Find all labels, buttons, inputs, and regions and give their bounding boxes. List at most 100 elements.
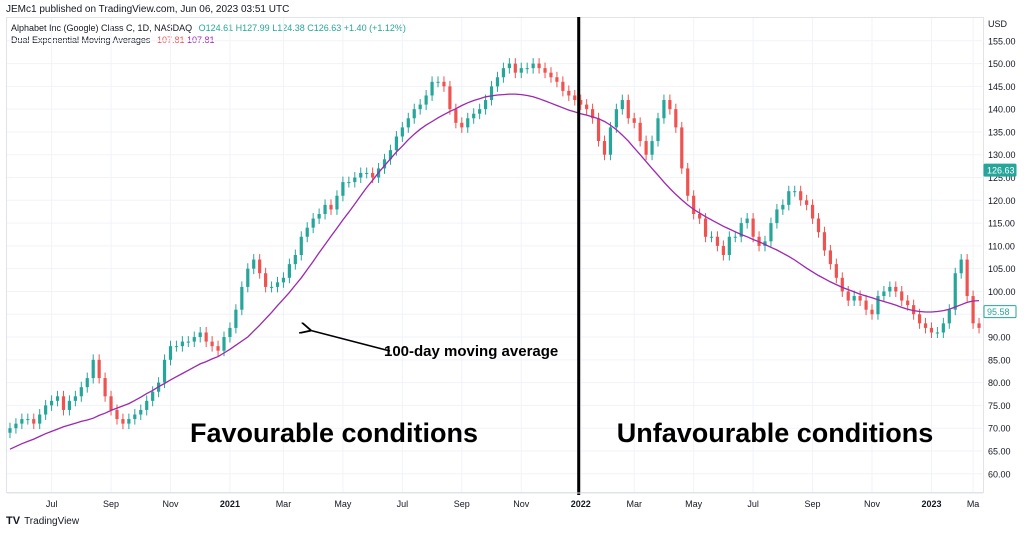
y-tick-label: 140.00 [988,105,1016,115]
y-tick-label: 145.00 [988,82,1016,92]
candle-body [923,323,928,328]
candle-body [258,259,262,274]
y-tick-label: 110.00 [988,241,1015,251]
candle-body [85,378,89,388]
candle-body [394,136,399,151]
candle-body [888,286,892,292]
candle-body [650,141,654,155]
y-tick-label: 125.00 [988,173,1016,183]
candle-body [180,341,184,347]
candle-body [894,286,898,292]
candle-body [353,177,357,183]
candle-body [174,346,179,348]
candle-body [145,400,149,410]
candle-body [602,141,607,155]
candle-body [299,236,303,255]
candle-body [769,223,773,242]
candle-body [674,109,678,128]
candle-body [870,309,874,315]
candle-body [151,391,155,401]
candle-body [513,63,517,73]
candle-body [864,300,868,310]
candle-body [430,81,434,96]
x-tick-label: Sep [454,499,470,509]
candle-body [507,63,511,69]
candle-body [585,104,589,110]
candle-body [525,68,529,70]
candle-body [466,118,470,128]
candle-body [858,296,862,301]
candle-body [953,273,957,310]
candle-body [763,241,767,246]
candle-body [20,419,24,424]
candle-body [703,218,708,237]
candle-body [965,259,969,297]
candle-body [608,127,613,155]
candle-body [549,72,553,78]
candle-body [971,296,975,324]
open-value: O124.61 [198,23,234,33]
price-label: 126.63 [987,166,1015,176]
candle-body [977,323,981,328]
candle-body [662,100,666,119]
candle-body [579,100,583,105]
candle-body [935,332,940,334]
x-tick-label: Ma [967,499,980,509]
candle-body [567,90,571,96]
candle-body [460,122,464,128]
y-tick-label: 130.00 [988,150,1016,160]
currency-label: USD [988,19,1008,29]
annotation-arrow [309,330,391,352]
candle-body [846,291,850,301]
candle-body [632,118,636,123]
candle-body [412,109,416,119]
candle-body [371,172,375,178]
candle-body [91,359,95,379]
candle-body [561,81,565,91]
candle-body [454,109,458,123]
candle-body [537,63,541,69]
candle-body [121,419,125,424]
y-tick-label: 105.00 [988,264,1016,274]
x-tick-label: May [685,499,703,509]
candle-body [638,122,642,142]
candle-body [240,286,244,310]
y-tick-label: 150.00 [988,59,1016,69]
candle-body [573,95,577,101]
candle-body [55,396,60,401]
x-tick-label: Mar [626,499,642,509]
y-tick-label: 135.00 [988,127,1016,137]
candle-body [67,400,72,410]
candle-body [198,332,202,338]
candle-body [8,428,12,433]
candle-body [941,323,945,333]
candle-body [959,259,963,274]
candle-body [531,63,535,69]
candle-body [501,68,506,78]
candle-body [418,104,422,110]
candle-body [721,245,725,255]
candle-body [115,409,119,420]
candle-body [216,346,220,351]
candle-body [73,396,77,401]
ma2-value: 107.81 [186,35,215,45]
unfavourable-label: Unfavourable conditions [617,418,934,448]
candle-body [311,218,315,228]
y-tick-label: 85.00 [988,355,1011,365]
price-label-2: 95.58 [987,307,1010,317]
favourable-label: Favourable conditions [190,418,478,448]
candle-body [204,332,208,342]
candle-body [44,405,48,415]
candle-body [388,150,393,160]
candle-body [275,282,280,287]
change-value: +1.40 (+1.12%) [343,23,406,33]
candle-body [947,309,951,324]
x-tick-label: Jul [46,499,58,509]
candle-body [400,127,404,137]
candle-body [49,400,54,406]
y-tick-label: 65.00 [988,446,1011,456]
candle-body [287,264,291,278]
indicator-name: Dual Exponential Moving Averages [11,35,151,45]
candle-body [79,387,83,397]
